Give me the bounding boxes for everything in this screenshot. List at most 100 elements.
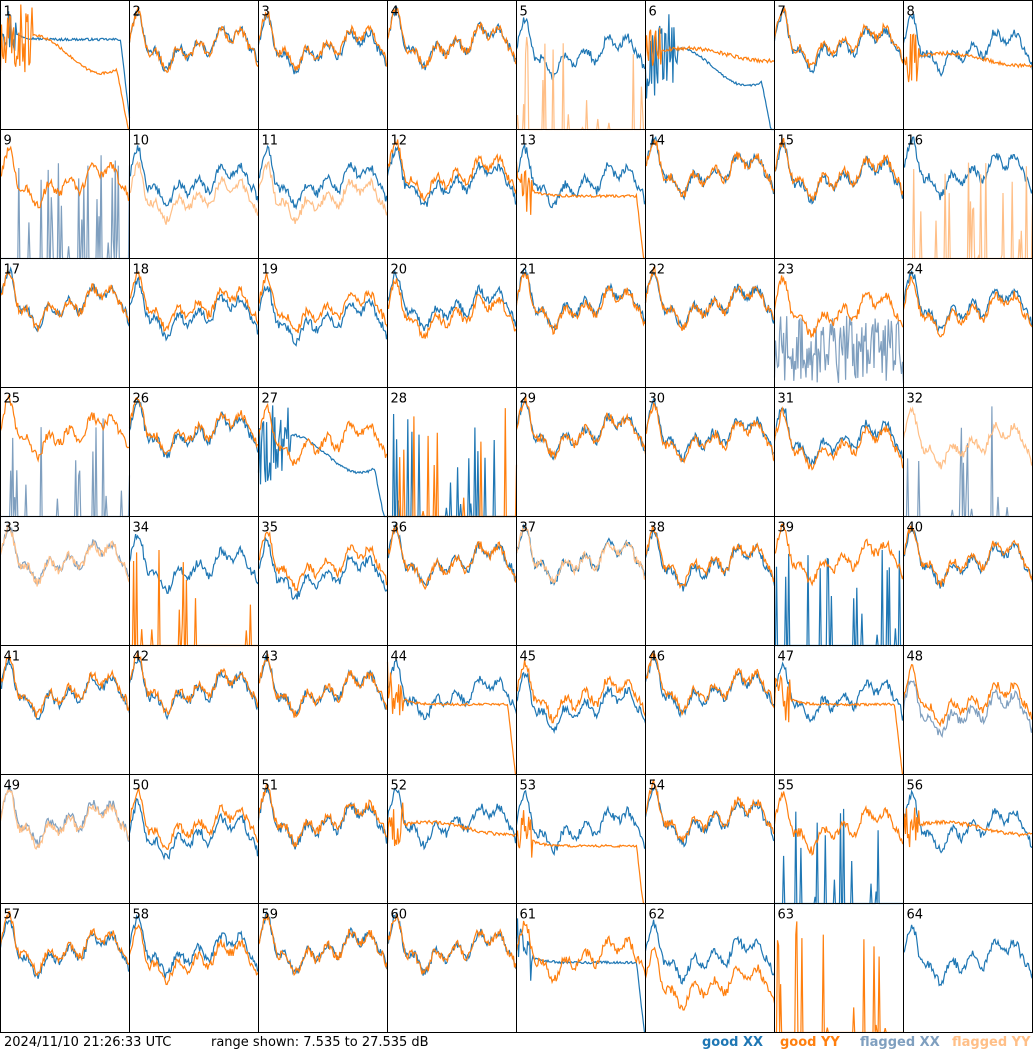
panel-label: 20 xyxy=(391,263,408,278)
panel-label: 8 xyxy=(907,5,915,20)
panel-frame xyxy=(645,516,775,646)
panel-28: 28 xyxy=(387,387,518,518)
series-yy-line xyxy=(515,659,647,724)
panel-label: 44 xyxy=(391,650,408,665)
panel-7: 7 xyxy=(773,0,905,130)
panel-frame xyxy=(129,0,259,130)
panel-frame xyxy=(516,774,646,904)
series-xx-line xyxy=(515,142,647,209)
panel-57: 57 xyxy=(0,903,131,1033)
panel-label: 36 xyxy=(391,521,408,536)
series-yy-line xyxy=(258,914,389,977)
series-yy-line xyxy=(774,921,904,1033)
series-yy-line xyxy=(515,525,647,584)
panel-label: 30 xyxy=(649,392,666,407)
panel-52: 52 xyxy=(386,774,518,904)
panel-12: 12 xyxy=(386,129,518,259)
panel-label: 58 xyxy=(133,908,150,923)
panel-26: 26 xyxy=(128,387,259,517)
panel-frame xyxy=(129,387,259,517)
panel-label: 41 xyxy=(4,650,21,665)
panel-label: 33 xyxy=(4,521,21,536)
series-xx-line xyxy=(902,270,1033,333)
series-yy-line xyxy=(0,523,131,587)
panel-label: 25 xyxy=(4,392,21,407)
panel-40: 40 xyxy=(902,516,1033,646)
panel-20: 20 xyxy=(386,258,518,388)
panel-frame xyxy=(516,258,646,388)
series-yy-line xyxy=(773,6,905,69)
panel-label: 38 xyxy=(649,521,666,536)
series-xx-line xyxy=(128,276,260,342)
panel-frame xyxy=(774,774,904,904)
series-yy-line xyxy=(902,33,1033,83)
panel-30: 30 xyxy=(644,387,775,517)
panel-label: 11 xyxy=(262,134,279,149)
panel-23: 23 xyxy=(773,258,905,388)
panel-label: 18 xyxy=(133,263,150,278)
series-yy-line xyxy=(645,138,776,198)
panel-label: 35 xyxy=(262,521,279,536)
panel-21: 21 xyxy=(515,258,647,388)
panel-50: 50 xyxy=(128,774,260,904)
panel-16: 16 xyxy=(902,129,1033,260)
panel-8: 8 xyxy=(902,0,1033,130)
panel-label: 56 xyxy=(907,779,924,794)
panel-label: 40 xyxy=(907,521,924,536)
panel-frame xyxy=(516,387,646,517)
panel-frame xyxy=(774,0,904,130)
panel-31: 31 xyxy=(773,387,905,517)
series-yy-line xyxy=(386,522,518,591)
series-yy-line xyxy=(515,810,646,905)
panel-label: 39 xyxy=(778,521,795,536)
panel-frame xyxy=(903,774,1033,904)
panel-frame xyxy=(387,129,517,259)
panel-label: 15 xyxy=(778,134,795,149)
panel-5: 5 xyxy=(515,0,646,131)
series-yy-line xyxy=(902,663,1033,728)
panel-frame xyxy=(645,258,775,388)
series-yy-line xyxy=(257,11,388,73)
panel-39: 39 xyxy=(774,516,905,647)
panel-27: 27 xyxy=(257,387,388,518)
panel-label: 29 xyxy=(520,392,537,407)
series-yy-line xyxy=(0,269,131,333)
panel-label: 48 xyxy=(907,650,924,665)
series-xx-line xyxy=(0,658,131,721)
series-xx-line xyxy=(128,9,259,73)
panel-frame xyxy=(645,645,775,775)
panel-58: 58 xyxy=(128,903,260,1033)
panel-frame xyxy=(387,0,517,130)
series-xx-line xyxy=(128,798,260,861)
series-xx-line xyxy=(0,418,131,518)
panel-49: 49 xyxy=(0,774,131,904)
panel-29: 29 xyxy=(515,387,647,517)
series-yy-line xyxy=(129,160,260,225)
series-xx-line xyxy=(387,659,518,721)
series-yy-line xyxy=(128,397,259,455)
panel-frame xyxy=(903,903,1033,1033)
panel-label: 60 xyxy=(391,908,408,923)
series-xx-line xyxy=(902,13,1033,77)
panel-51: 51 xyxy=(257,774,389,904)
panel-label: 9 xyxy=(4,134,12,149)
panel-label: 1 xyxy=(4,5,12,20)
series-xx-line xyxy=(644,14,775,131)
series-xx-line xyxy=(0,784,131,849)
legend-flagged-yy: flagged YY xyxy=(952,1035,1031,1050)
panel-4: 4 xyxy=(386,0,517,130)
series-xx-line xyxy=(128,399,259,459)
panel-53: 53 xyxy=(515,774,646,905)
series-yy-line xyxy=(386,278,518,339)
panel-frame xyxy=(258,903,388,1033)
panel-label: 5 xyxy=(520,5,528,20)
panel-14: 14 xyxy=(645,129,776,259)
panel-label: 32 xyxy=(907,392,924,407)
panel-label: 50 xyxy=(133,779,150,794)
series-yy-line xyxy=(645,402,775,464)
panel-41: 41 xyxy=(0,645,131,775)
series-yy-line xyxy=(0,4,130,131)
series-xx-line xyxy=(387,413,517,518)
panel-45: 45 xyxy=(515,645,647,775)
